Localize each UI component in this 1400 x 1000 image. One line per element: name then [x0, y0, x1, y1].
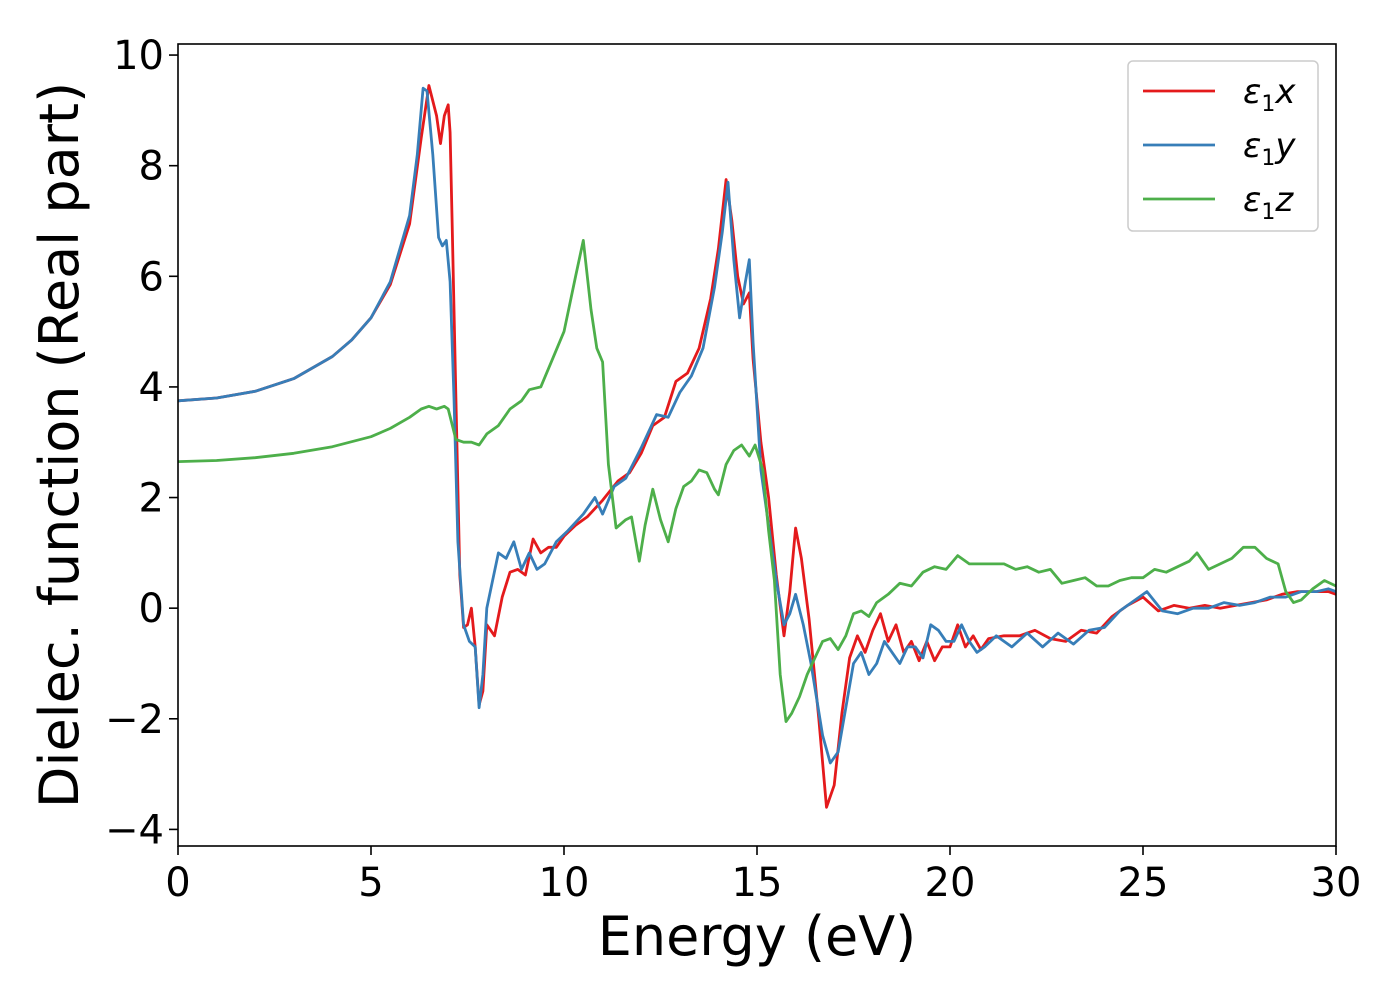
- x-axis: 0 5 10 15 20 25 30: [165, 846, 1361, 906]
- y-tick-label: 10: [113, 33, 164, 79]
- x-tick-label: 20: [925, 860, 976, 906]
- y-tick-label: −4: [105, 807, 164, 853]
- x-tick-label: 15: [732, 860, 783, 906]
- series-line-z: [178, 239, 1336, 723]
- y-tick-label: 4: [139, 365, 164, 411]
- x-tick-label: 10: [539, 860, 590, 906]
- series-layer: [178, 84, 1336, 809]
- y-tick-label: −2: [105, 697, 164, 743]
- y-axis-label: Dielec. function (Real part): [28, 82, 91, 808]
- y-tick-label: 0: [139, 586, 164, 632]
- x-tick-label: 25: [1118, 860, 1169, 906]
- x-axis-label: Energy (eV): [598, 905, 917, 968]
- x-tick-label: 5: [358, 860, 383, 906]
- y-axis: −4 −2 0 2 4 6 8 10: [105, 33, 178, 853]
- legend-label-z: ε1z: [1243, 180, 1294, 225]
- y-tick-label: 2: [139, 476, 164, 522]
- series-line-y: [178, 86, 1336, 765]
- legend-label-x: ε1x: [1243, 72, 1296, 117]
- x-tick-label: 30: [1311, 860, 1362, 906]
- x-tick-label: 0: [165, 860, 190, 906]
- legend-label-y: ε1y: [1243, 126, 1296, 171]
- legend: ε1x ε1y ε1z: [1127, 60, 1319, 232]
- y-tick-label: 6: [139, 254, 164, 300]
- legend-box: [1127, 60, 1319, 232]
- y-tick-label: 8: [139, 144, 164, 190]
